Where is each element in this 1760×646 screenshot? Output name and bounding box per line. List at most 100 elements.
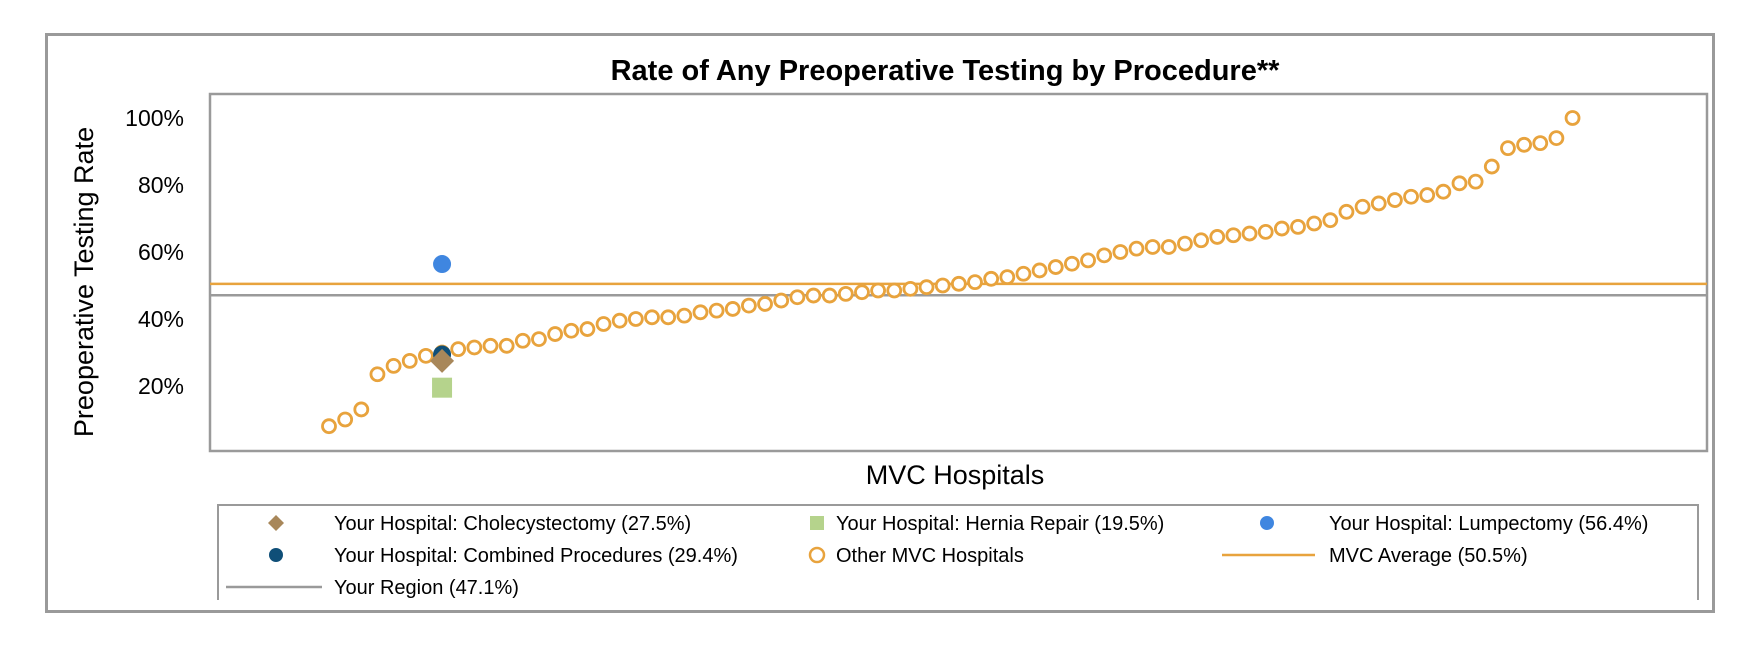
- other-hospital-point: [1160, 239, 1177, 255]
- other-hospital-point: [902, 280, 919, 297]
- legend-open-circle-icon: [808, 546, 826, 564]
- other-hospital-point: [1387, 192, 1403, 208]
- other-hospital-point: [450, 341, 467, 358]
- other-hospital-point: [1548, 130, 1565, 147]
- legend-label: Your Hospital: Cholecystectomy (27.5%): [334, 513, 691, 535]
- other-hospital-point: [1096, 247, 1113, 264]
- other-hospital-point: [1306, 215, 1323, 232]
- other-hospital-point: [547, 326, 563, 342]
- other-hospital-point: [886, 282, 903, 299]
- other-hospital-point: [482, 337, 499, 354]
- other-hospital-point: [369, 366, 386, 383]
- other-hospital-point: [1500, 140, 1516, 157]
- other-hospital-point: [934, 277, 951, 294]
- legend-label: Your Hospital: Lumpectomy (56.4%): [1329, 513, 1648, 535]
- other-hospital-point: [999, 269, 1016, 286]
- other-hospital-point: [1370, 195, 1387, 212]
- legend-label: Your Region (47.1%): [334, 577, 519, 599]
- other-hospital-point: [385, 357, 402, 374]
- chart-frame: [45, 33, 1715, 613]
- other-hospital-point: [611, 312, 628, 329]
- other-hospital-point: [1031, 262, 1048, 279]
- legend-circle-icon: [1260, 516, 1274, 530]
- other-hospital-point: [1064, 255, 1080, 272]
- other-hospital-point: [773, 292, 790, 309]
- other-hospital-point: [1257, 223, 1274, 240]
- other-hospital-point: [789, 289, 806, 306]
- legend-label: Other MVC Hospitals: [836, 545, 1024, 567]
- y-tick-label: 100%: [125, 105, 184, 131]
- other-hospital-point: [757, 296, 773, 312]
- other-hospital-point: [1225, 227, 1242, 244]
- other-hospital-point: [337, 411, 354, 428]
- other-hospital-point: [854, 284, 870, 301]
- other-hospital-point: [1290, 218, 1306, 235]
- other-hospital-point: [353, 401, 370, 418]
- other-hospital-point: [466, 339, 483, 356]
- hernia-repair-point: [432, 377, 453, 398]
- other-hospital-point: [1467, 173, 1484, 190]
- legend-square-icon: [810, 516, 824, 530]
- other-hospital-point: [708, 302, 725, 319]
- other-hospital-point: [837, 285, 854, 302]
- other-hospital-point: [1128, 240, 1145, 257]
- other-hospital-point: [1516, 136, 1532, 153]
- y-tick-label: 20%: [138, 373, 184, 399]
- other-hospital-point: [498, 337, 515, 354]
- other-hospital-point: [1532, 135, 1549, 152]
- other-hospital-point: [1209, 229, 1226, 245]
- legend-label: MVC Average (50.5%): [1329, 545, 1528, 567]
- other-hospital-point: [563, 322, 580, 339]
- lumpectomy-point: [433, 255, 452, 274]
- other-hospital-point: [1177, 235, 1193, 252]
- y-tick-label: 60%: [138, 239, 184, 265]
- other-hospital-point: [724, 301, 741, 317]
- other-hospital-point: [660, 309, 677, 326]
- other-hospital-point: [1403, 188, 1419, 205]
- other-hospital-point: [627, 311, 644, 327]
- other-hospital-point: [1273, 220, 1290, 237]
- other-hospital-point: [579, 321, 596, 337]
- legend-diamond-icon: [268, 515, 284, 531]
- other-hospital-point: [531, 331, 547, 348]
- other-hospital-point: [1451, 175, 1468, 192]
- other-hospital-point: [676, 307, 693, 324]
- other-hospital-point: [417, 347, 434, 364]
- other-hospital-point: [1047, 259, 1064, 275]
- other-hospital-point: [805, 287, 822, 304]
- other-hospital-point: [1112, 244, 1129, 260]
- other-hospital-point: [967, 274, 983, 291]
- other-hospital-point: [514, 332, 531, 349]
- other-hospital-point: [1015, 265, 1032, 282]
- y-axis-label: Preoperative Testing Rate: [69, 127, 99, 437]
- other-hospital-point: [1564, 110, 1581, 126]
- other-hospital-point: [1338, 203, 1355, 220]
- other-hospital-point: [1354, 198, 1371, 215]
- other-hospital-point: [692, 304, 709, 321]
- legend-label: Your Hospital: Combined Procedures (29.4…: [334, 545, 738, 567]
- other-hospital-point: [950, 275, 967, 292]
- other-hospital-point: [321, 418, 337, 435]
- cholecystectomy-point: [430, 348, 455, 373]
- legend-box: [217, 504, 1699, 600]
- other-hospital-point: [1322, 212, 1339, 229]
- plot-area: [208, 92, 1709, 453]
- other-hospital-point: [644, 309, 660, 326]
- y-tick-label: 80%: [138, 172, 184, 198]
- other-hospital-point: [821, 287, 838, 304]
- chart-title: Rate of Any Preoperative Testing by Proc…: [611, 55, 1281, 87]
- other-hospital-point: [1080, 252, 1096, 269]
- other-hospital-point: [1435, 183, 1452, 200]
- other-hospital-point: [1193, 232, 1209, 249]
- other-hospital-point: [401, 352, 418, 369]
- other-hospital-point: [870, 282, 886, 299]
- other-hospital-point: [741, 297, 757, 314]
- legend-label: Your Hospital: Hernia Repair (19.5%): [836, 513, 1164, 535]
- other-hospital-point: [1144, 239, 1161, 255]
- other-hospital-point: [1241, 225, 1258, 242]
- other-hospital-point: [595, 316, 612, 332]
- y-tick-label: 40%: [138, 306, 184, 332]
- other-hospital-point: [1483, 158, 1500, 175]
- other-hospital-point: [1419, 187, 1436, 203]
